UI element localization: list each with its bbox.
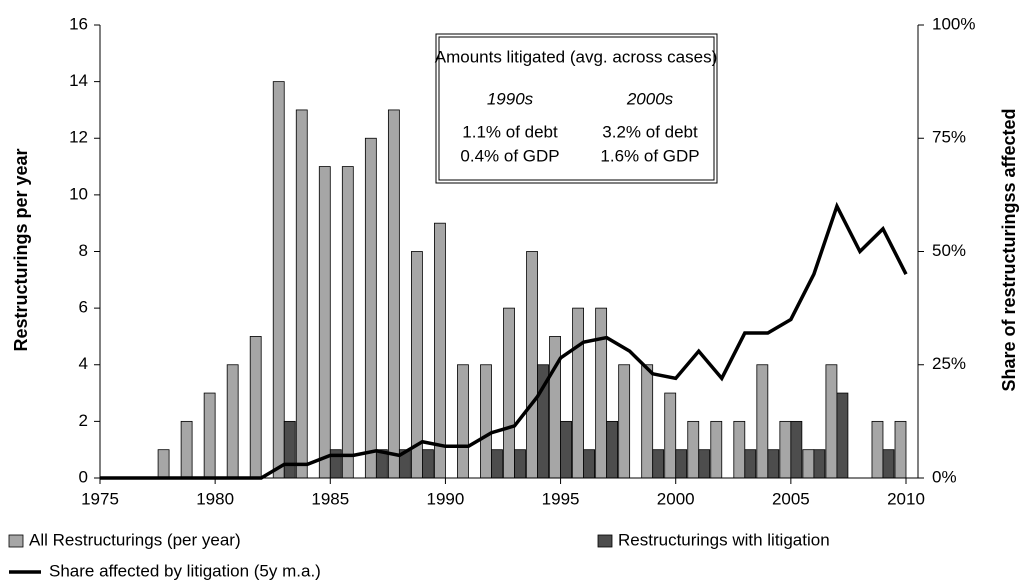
box-title: Amounts litigated (avg. across cases) (435, 47, 718, 66)
bar (272, 81, 285, 479)
bar (641, 364, 654, 479)
bar (756, 364, 769, 479)
bar (813, 449, 826, 479)
legend-label: All Restructurings (per year) (29, 530, 241, 549)
y2-tick-label: 50% (932, 241, 966, 260)
bar (560, 420, 572, 479)
y-tick-label: 8 (79, 241, 88, 260)
bar (825, 364, 838, 479)
bar (871, 420, 884, 479)
bar (583, 449, 595, 479)
bar (675, 449, 688, 479)
bar (572, 307, 584, 479)
x-tick-label: 1980 (196, 489, 234, 508)
bar (295, 109, 308, 479)
bar (526, 251, 538, 479)
bar (710, 420, 723, 479)
bar (421, 449, 434, 479)
bar (387, 109, 400, 479)
legend-label: Restructurings with litigation (618, 530, 830, 549)
bar (606, 420, 619, 479)
box-cell: 1.1% of debt (462, 122, 558, 141)
x-tick-label: 2005 (772, 489, 810, 508)
bar (790, 420, 803, 479)
bar (595, 307, 608, 479)
x-tick-label: 1995 (542, 489, 580, 508)
bar (249, 336, 262, 479)
box-border-inner (438, 36, 715, 181)
bar (767, 449, 780, 479)
y-tick-label: 14 (69, 71, 88, 90)
annotation-box: Amounts litigated (avg. across cases) 19… (435, 33, 718, 184)
y2-tick-label: 100% (932, 14, 975, 33)
bar (698, 449, 711, 479)
bar (664, 392, 677, 479)
bar (364, 137, 377, 479)
bar (434, 222, 446, 479)
box-cell: 3.2% of debt (602, 122, 698, 141)
bar (491, 449, 503, 479)
y-tick-label: 6 (79, 298, 88, 317)
x-tick-label: 1990 (427, 489, 465, 508)
box-header: 2000s (626, 89, 674, 108)
legend-swatch (597, 534, 613, 548)
bar (514, 449, 526, 479)
bar (180, 420, 193, 479)
x-tick-label: 2000 (657, 489, 695, 508)
y-tick-label: 10 (69, 184, 88, 203)
bar (226, 364, 239, 479)
y-axis-label: Restructurings per year (11, 148, 31, 351)
bar (457, 364, 469, 479)
box-cell: 0.4% of GDP (460, 146, 559, 165)
y2-tick-label: 75% (932, 128, 966, 147)
bar (318, 166, 331, 479)
bar (733, 420, 746, 479)
x-tick-label: 1975 (81, 489, 119, 508)
bar (480, 364, 492, 479)
y2-tick-label: 25% (932, 354, 966, 373)
legend-swatch (8, 534, 24, 548)
legend-label: Share affected by litigation (5y m.a.) (49, 561, 321, 580)
bar (836, 392, 849, 479)
bar (283, 420, 296, 479)
bar (503, 307, 515, 479)
bar (652, 449, 665, 479)
y-tick-label: 2 (79, 411, 88, 430)
bar (894, 420, 907, 479)
bar (203, 392, 216, 479)
y-tick-label: 4 (79, 354, 88, 373)
bar (341, 166, 354, 479)
y-tick-label: 0 (79, 467, 88, 486)
y-tick-label: 12 (69, 128, 88, 147)
bar (618, 364, 631, 479)
y2-tick-label: 0% (932, 467, 957, 486)
y2-axis-label: Share of restructuringss affected (999, 108, 1019, 391)
bar (779, 420, 792, 479)
x-tick-label: 1985 (311, 489, 349, 508)
box-cell: 1.6% of GDP (600, 146, 699, 165)
bar (687, 420, 700, 479)
plot: 0 2 4 6 8 10 12 14 16 0% 25% 50% 75% 100% 1975 1980 1985… (8, 14, 975, 580)
bar (157, 449, 170, 479)
bar (882, 449, 895, 479)
bar (802, 449, 815, 479)
y-tick-label: 16 (69, 14, 88, 33)
x-tick-label: 2010 (887, 489, 925, 508)
box-border (435, 33, 718, 184)
bar (744, 449, 757, 479)
box-header: 1990s (487, 89, 534, 108)
